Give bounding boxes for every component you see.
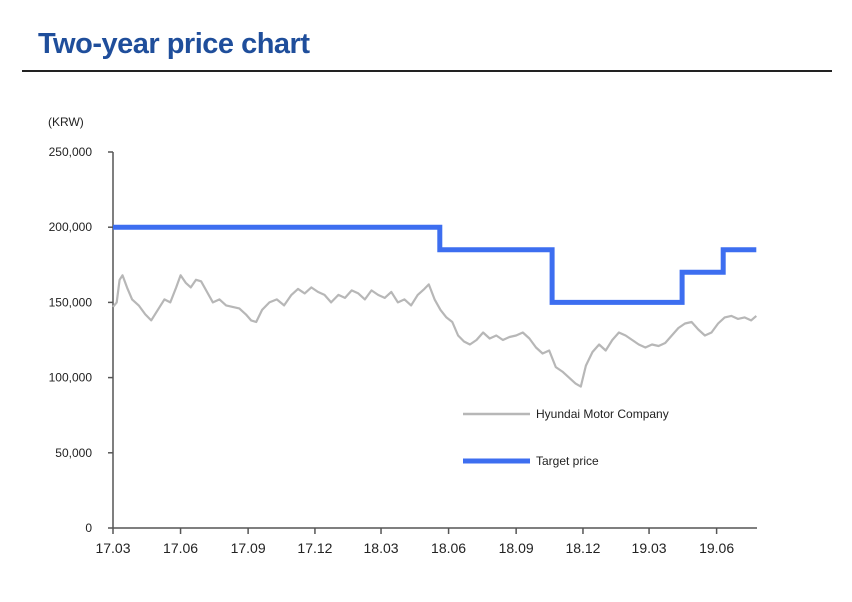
x-tick-label: 19.06 [699, 540, 734, 556]
title-divider [22, 70, 832, 72]
series-line-hyundai-motor [112, 274, 758, 388]
axes: 0 50,000 100,000 150,000 200,000 250,000 17.03… [49, 145, 757, 556]
y-tick-label: 200,000 [49, 220, 93, 234]
y-tick-label: 0 [85, 521, 92, 535]
x-tick-label: 18.03 [364, 540, 399, 556]
y-tick-label: 100,000 [49, 371, 93, 385]
y-tick-label: 150,000 [49, 295, 93, 309]
y-axis-unit-label: (KRW) [48, 115, 84, 129]
legend-label: Target price [536, 454, 599, 468]
x-tick-label: 17.03 [95, 540, 130, 556]
page-title: Two-year price chart [38, 28, 310, 60]
x-tick-label: 17.06 [163, 540, 198, 556]
legend-label: Hyundai Motor Company [536, 407, 669, 421]
x-tick-label: 18.12 [565, 540, 600, 556]
y-tick-label: 250,000 [49, 145, 93, 159]
x-tick-label: 17.12 [297, 540, 332, 556]
x-tick-label: 17.09 [231, 540, 266, 556]
x-tick-label: 18.06 [431, 540, 466, 556]
y-tick-label: 50,000 [55, 446, 92, 460]
x-tick-label: 19.03 [632, 540, 667, 556]
series-line-target-price [113, 224, 757, 305]
series-layer [112, 224, 758, 388]
legend: Hyundai Motor Company Target price [463, 407, 669, 468]
x-tick-label: 18.09 [499, 540, 534, 556]
